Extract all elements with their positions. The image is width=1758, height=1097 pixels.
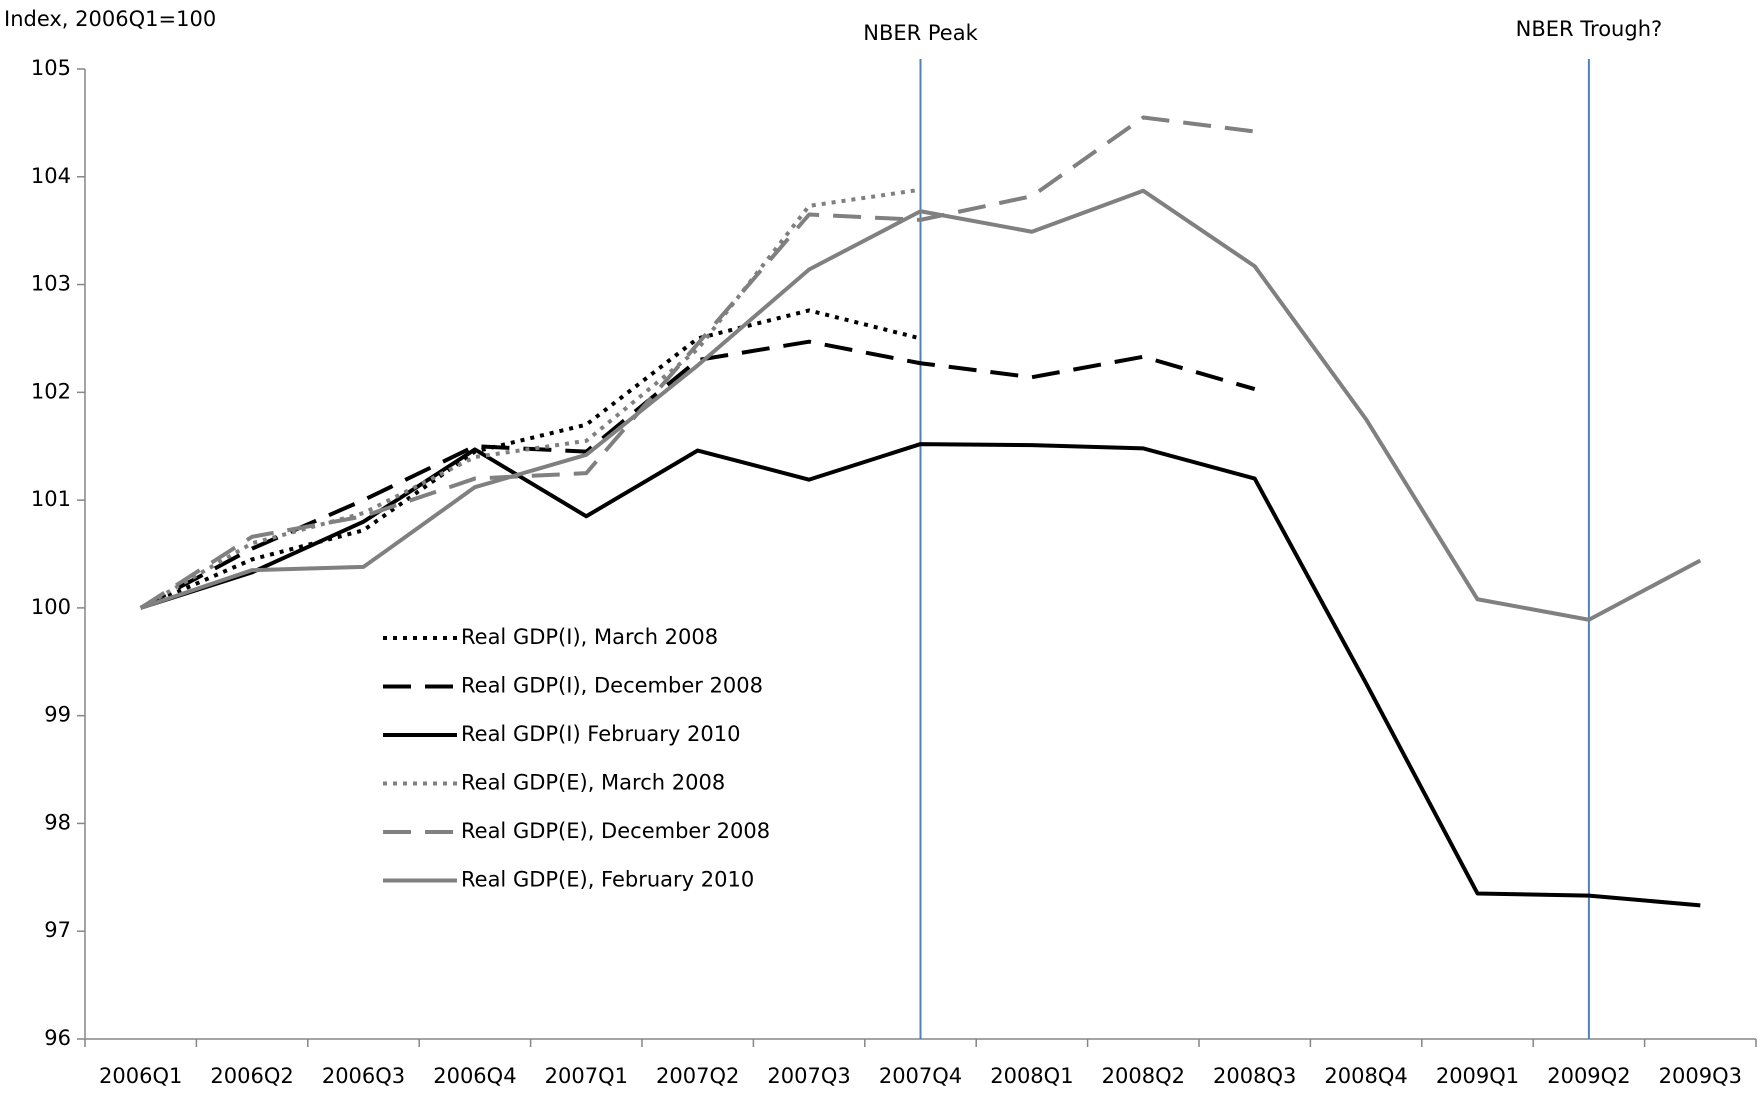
y-tick-label: 103	[31, 272, 71, 296]
y-tick-label: 101	[31, 487, 71, 511]
series-line	[139, 115, 1255, 610]
x-tick-label: 2006Q4	[433, 1064, 516, 1088]
y-tick-label: 99	[44, 703, 71, 727]
annotation: NBER Trough?	[1516, 17, 1663, 41]
x-tick-label: 2009Q3	[1659, 1064, 1742, 1088]
x-tick-label: 2008Q4	[1324, 1064, 1407, 1088]
x-tick-label: 2009Q2	[1547, 1064, 1630, 1088]
x-tick-label: 2008Q3	[1213, 1064, 1296, 1088]
y-tick-label: 97	[44, 918, 71, 942]
legend-label: Real GDP(E), December 2008	[461, 819, 770, 843]
series-line	[139, 308, 921, 610]
x-tick-label: 2007Q4	[879, 1064, 962, 1088]
y-axis-title: Index, 2006Q1=100	[4, 7, 216, 31]
y-tick-label: 105	[31, 56, 71, 80]
x-tick-label: 2006Q2	[210, 1064, 293, 1088]
y-tick-label: 98	[44, 810, 71, 834]
series-line	[140, 442, 1701, 908]
x-tick-label: 2008Q1	[990, 1064, 1073, 1088]
x-tick-label: 2007Q1	[545, 1064, 628, 1088]
legend-label: Real GDP(E), March 2008	[461, 771, 725, 795]
y-tick-label: 100	[31, 595, 71, 619]
legend-label: Real GDP(I), December 2008	[461, 674, 763, 698]
x-tick-label: 2006Q3	[322, 1064, 405, 1088]
legend-label: Real GDP(I), March 2008	[461, 625, 718, 649]
series-line	[140, 188, 1702, 622]
legend-label: Real GDP(I) February 2010	[461, 722, 740, 746]
y-tick-label: 104	[31, 164, 71, 188]
x-tick-label: 2008Q2	[1102, 1064, 1185, 1088]
x-tick-label: 2007Q3	[767, 1064, 850, 1088]
x-tick-label: 2009Q1	[1436, 1064, 1519, 1088]
y-tick-label: 102	[31, 379, 71, 403]
x-tick-label: 2007Q2	[656, 1064, 739, 1088]
y-tick-label: 96	[44, 1026, 71, 1050]
x-tick-label: 2006Q1	[99, 1064, 182, 1088]
legend-label: Real GDP(E), February 2010	[461, 868, 754, 892]
annotation: NBER Peak	[863, 21, 978, 45]
